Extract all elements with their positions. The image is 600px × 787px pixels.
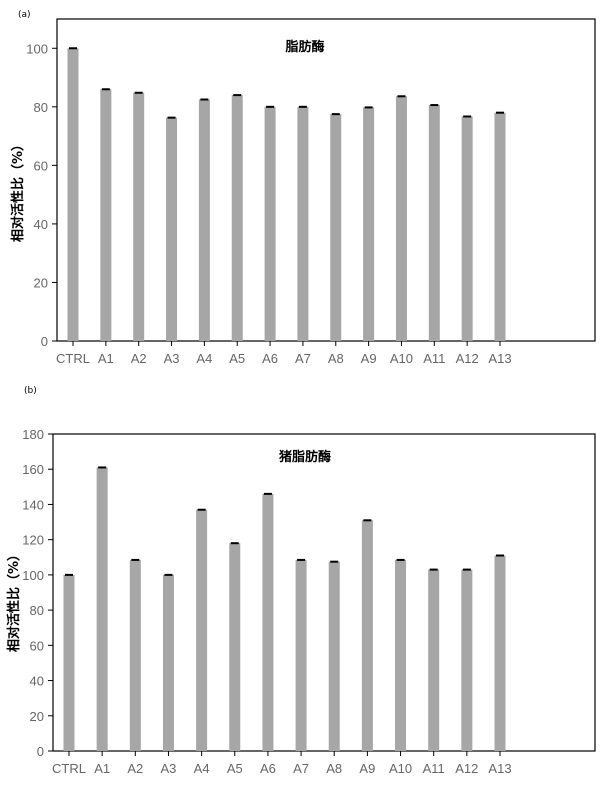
x-tick-label: A6 — [262, 351, 278, 366]
y-tick-label: 20 — [34, 275, 48, 290]
bar-A10 — [395, 96, 407, 341]
x-tick-label: A8 — [328, 351, 344, 366]
bar-A13 — [494, 112, 506, 341]
y-axis-label-b: 相对活性比（%） — [6, 548, 22, 652]
x-tick-label: A13 — [488, 351, 511, 366]
bar-A6 — [264, 106, 276, 342]
bar-A9 — [363, 107, 375, 342]
bar-A11 — [428, 105, 440, 341]
chart-title-b: 猪脂肪酶 — [278, 449, 331, 465]
x-tick-label: A11 — [423, 761, 445, 776]
y-tick-label: 80 — [34, 100, 48, 115]
x-tick-label: A9 — [361, 351, 377, 366]
bar-A5 — [231, 95, 243, 341]
plot-frame-a — [56, 18, 596, 342]
y-tick-label: 100 — [22, 568, 44, 583]
bar-A1 — [100, 89, 112, 341]
bar-A10 — [395, 559, 407, 751]
y-tick-label: 60 — [30, 638, 44, 653]
bar-A9 — [361, 520, 373, 751]
x-tick-label: A4 — [194, 761, 210, 776]
x-tick-label: A11 — [423, 351, 445, 366]
bar-A12 — [461, 569, 473, 751]
x-tick-label: A1 — [94, 761, 110, 776]
x-tick-label: CTRL — [52, 761, 86, 776]
x-tick-label: A12 — [456, 351, 479, 366]
y-tick-label: 140 — [22, 497, 44, 512]
bar-A2 — [133, 92, 145, 341]
x-tick-label: A13 — [488, 761, 511, 776]
bar-A8 — [328, 561, 340, 751]
x-tick-label: A10 — [389, 761, 412, 776]
bar-A11 — [428, 569, 440, 751]
y-tick-label: 40 — [34, 217, 48, 232]
plot-frame-b — [52, 433, 596, 752]
y-tick-label: 0 — [41, 334, 48, 349]
x-tick-label: A7 — [295, 351, 311, 366]
y-tick-label: 180 — [22, 427, 44, 442]
x-tick-label: CTRL — [56, 351, 90, 366]
bar-A3 — [162, 574, 174, 751]
chart-a: (a) 脂肪酶 相对活性比（%） 0 20 40 60 80 100 CTRL A1 A2 A3 A… — [10, 10, 596, 366]
y-tick-label: 0 — [37, 744, 44, 759]
bar-A7 — [297, 106, 309, 342]
bar-A8 — [330, 114, 342, 342]
bar-A13 — [494, 555, 506, 751]
bar-A1 — [96, 467, 108, 751]
bar-CTRL — [67, 48, 79, 341]
y-tick-label: 100 — [26, 41, 48, 56]
x-tick-label: A9 — [359, 761, 375, 776]
x-tick-label: A3 — [161, 761, 177, 776]
bar-A12 — [461, 116, 473, 341]
y-tick-label: 80 — [30, 603, 44, 618]
y-tick-label: 40 — [30, 674, 44, 689]
bar-A2 — [129, 559, 141, 751]
panel-label-b: (b) — [24, 386, 37, 396]
x-tick-label: A5 — [229, 351, 245, 366]
x-tick-label: A2 — [127, 761, 143, 776]
bar-A7 — [295, 559, 307, 751]
y-axis-label-a: 相对活性比（%） — [10, 138, 26, 242]
bar-A4 — [198, 99, 210, 341]
panel-label-a: (a) — [18, 10, 31, 20]
x-tick-label: A3 — [164, 351, 180, 366]
x-tick-label: A7 — [293, 761, 309, 776]
x-tick-label: A4 — [196, 351, 212, 366]
x-tick-label: A8 — [326, 761, 342, 776]
chart-title-a: 脂肪酶 — [284, 39, 324, 55]
bar-CTRL — [63, 574, 75, 751]
y-tick-label: 20 — [30, 709, 44, 724]
x-tick-label: A10 — [390, 351, 413, 366]
bar-A5 — [229, 543, 241, 751]
bar-A4 — [196, 509, 208, 751]
y-tick-label: 60 — [34, 158, 48, 173]
chart-b: (b) 猪脂肪酶 相对活性比（%） 0 20 40 60 80 100 120 140 160 1… — [6, 386, 596, 776]
x-tick-label: A1 — [98, 351, 114, 366]
x-tick-label: A5 — [227, 761, 243, 776]
y-tick-label: 160 — [22, 462, 44, 477]
bar-A3 — [166, 117, 178, 341]
y-tick-label: 120 — [22, 533, 44, 548]
x-tick-label: A12 — [455, 761, 478, 776]
x-tick-label: A6 — [260, 761, 276, 776]
bar-A6 — [262, 493, 274, 751]
x-tick-label: A2 — [131, 351, 147, 366]
